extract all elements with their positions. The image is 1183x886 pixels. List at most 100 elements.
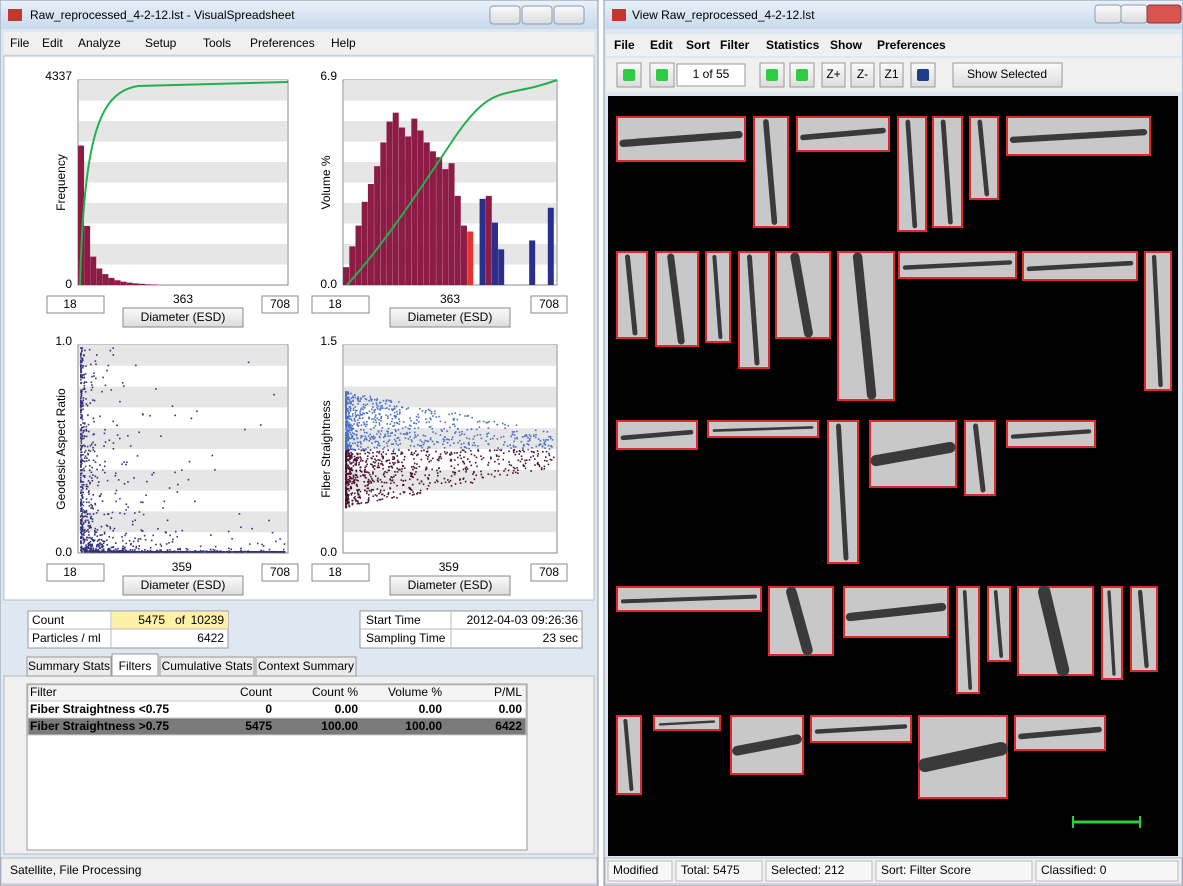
scatter-point: [381, 416, 383, 418]
menu-item[interactable]: Sort: [686, 38, 710, 52]
scatter-point: [84, 547, 86, 549]
scatter-point: [453, 424, 455, 426]
scatter-point: [345, 404, 347, 406]
scatter-point: [504, 424, 506, 426]
scatter-point: [552, 439, 554, 441]
scatter-point: [80, 424, 82, 426]
scatter-point: [450, 459, 452, 461]
scatter-point: [266, 551, 268, 553]
menu-item[interactable]: Filter: [720, 38, 750, 52]
scatter-point: [92, 494, 94, 496]
y-tick-label: 0: [65, 277, 72, 291]
scatter-point: [96, 455, 98, 457]
scatter-point: [524, 460, 526, 462]
scatter-point: [95, 549, 97, 551]
scatter-point: [388, 400, 390, 402]
scatter-point: [86, 460, 88, 462]
scatter-point: [464, 415, 466, 417]
scatter-point: [364, 432, 366, 434]
scatter-point: [483, 457, 485, 459]
close-button[interactable]: [1147, 5, 1181, 23]
scatter-point: [393, 464, 395, 466]
scatter-point: [401, 479, 403, 481]
menu-item[interactable]: File: [10, 36, 30, 50]
scatter-point: [409, 428, 411, 430]
scatter-point: [145, 551, 147, 553]
scatter-point: [347, 403, 349, 405]
scatter-point: [202, 551, 204, 553]
particle-label: #: [768, 232, 775, 246]
scatter-point: [378, 443, 380, 445]
scatter-point: [398, 429, 400, 431]
scatter-point: [360, 441, 362, 443]
scatter-point: [139, 551, 141, 553]
menu-item[interactable]: Edit: [650, 38, 673, 52]
scatter-point: [82, 389, 84, 391]
window-button[interactable]: [490, 6, 520, 24]
menu-item[interactable]: Show: [830, 38, 863, 52]
scatter-point: [126, 543, 128, 545]
scatter-point: [122, 551, 124, 553]
scatter-point: [144, 535, 146, 537]
scatter-point: [368, 501, 370, 503]
scatter-point: [356, 457, 358, 459]
scatter-point: [453, 418, 455, 420]
scatter-point: [97, 477, 99, 479]
menu-item[interactable]: Edit: [42, 36, 63, 50]
scatter-point: [237, 551, 239, 553]
scatter-point: [96, 512, 98, 514]
scatter-point: [350, 452, 352, 454]
scatter-point: [392, 462, 394, 464]
window-button[interactable]: [1121, 5, 1147, 23]
scatter-point: [86, 501, 88, 503]
scatter-point: [499, 449, 501, 451]
scatter-point: [345, 398, 347, 400]
menu-item[interactable]: Help: [331, 36, 356, 50]
scatter-point: [107, 525, 109, 527]
menu-item[interactable]: Statistics: [766, 38, 820, 52]
scatter-point: [91, 499, 93, 501]
scatter-point: [83, 397, 85, 399]
histogram-bar: [374, 166, 380, 285]
scatter-point: [440, 421, 442, 423]
scatter-point: [364, 489, 366, 491]
scatter-point: [369, 437, 371, 439]
scatter-point: [346, 429, 348, 431]
window-button[interactable]: [554, 6, 584, 24]
menu-item[interactable]: Preferences: [250, 36, 315, 50]
scatter-point: [347, 502, 349, 504]
scatter-point: [361, 471, 363, 473]
scatter-point: [367, 451, 369, 453]
y-tick-label: 1.5: [320, 334, 337, 348]
window-button[interactable]: [522, 6, 552, 24]
scatter-point: [441, 430, 443, 432]
scatter-point: [283, 551, 285, 553]
scatter-point: [544, 466, 546, 468]
scatter-point: [415, 471, 417, 473]
scatter-point: [445, 482, 447, 484]
scatter-point: [140, 538, 142, 540]
menu-item[interactable]: File: [614, 38, 635, 52]
stat-value: 10239: [191, 613, 225, 627]
scatter-point: [117, 434, 119, 436]
scatter-point: [93, 417, 95, 419]
scatter-point: [399, 439, 401, 441]
scatter-point: [535, 437, 537, 439]
window-button[interactable]: [1095, 5, 1121, 23]
scatter-point: [368, 417, 370, 419]
scatter-point: [451, 453, 453, 455]
scatter-point: [430, 437, 432, 439]
scatter-point: [374, 437, 376, 439]
menu-item[interactable]: Setup: [145, 36, 177, 50]
scatter-point: [441, 429, 443, 431]
scatter-point: [85, 398, 87, 400]
scatter-point: [352, 503, 354, 505]
menu-item[interactable]: Analyze: [78, 36, 121, 50]
menu-item[interactable]: Tools: [203, 36, 231, 50]
scatter-point: [499, 474, 501, 476]
plot-stripe: [79, 387, 287, 408]
scatter-point: [380, 433, 382, 435]
menu-item[interactable]: Preferences: [877, 38, 946, 52]
scatter-point: [370, 449, 372, 451]
scatter-point: [89, 470, 91, 472]
